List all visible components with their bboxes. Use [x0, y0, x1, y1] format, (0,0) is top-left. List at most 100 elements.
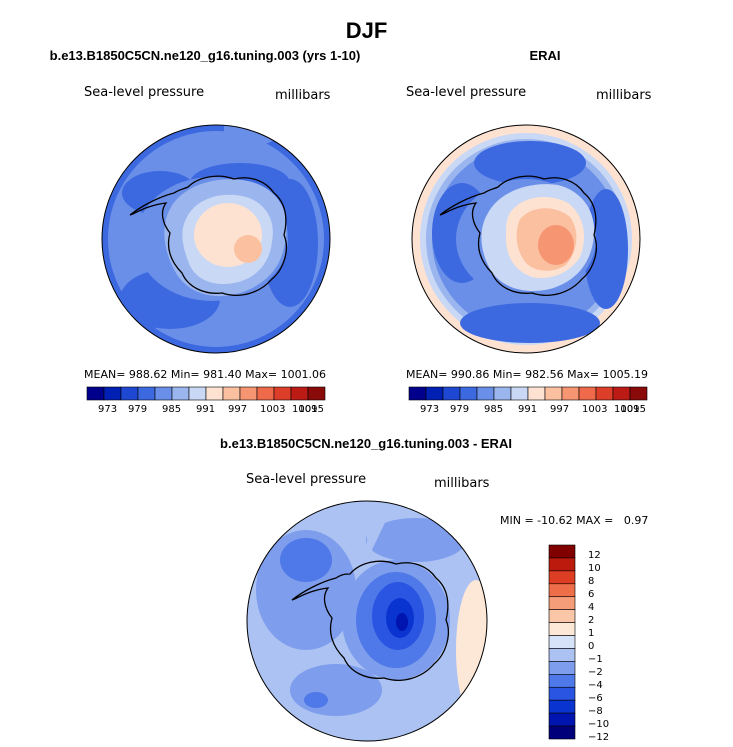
- left-colorbar-tick-5: 1003: [260, 404, 285, 414]
- diff-colorbar-tick-13: −10: [588, 719, 610, 730]
- right-colorbar-tick-5: 1003: [582, 404, 607, 414]
- diff-variable-label: Sea-level pressure: [246, 472, 367, 487]
- diff-units-label: millibars: [434, 476, 490, 491]
- left-colorbar-swatch-2: [120, 386, 139, 401]
- diff-map-zone-d: [280, 538, 332, 582]
- right-map-high: [538, 225, 574, 265]
- right-panel-heading: ERAI: [529, 48, 561, 63]
- right-stats: MEAN= 990.86 Min= 982.56 Max= 1005.19: [406, 368, 649, 381]
- left-colorbar-tick-6: 1009: [292, 404, 317, 414]
- diff-colorbar-tick-12: −8: [588, 706, 603, 717]
- right-colorbar-tick-3: 991: [518, 404, 537, 414]
- right-colorbar-swatch-4: [476, 386, 495, 401]
- left-map-high-core: [234, 235, 262, 263]
- left-panel-heading: b.e13.B1850C5CN.ne120_g16.tuning.003 (yr…: [49, 48, 361, 63]
- left-colorbar-swatch-13: [307, 386, 326, 401]
- left-map-antarctica-outline: [129, 175, 287, 296]
- diff-colorbar-tick-5: 2: [588, 615, 595, 626]
- right-colorbar-swatch-3: [459, 386, 478, 401]
- right-variable-label: Sea-level pressure: [406, 85, 527, 100]
- diff-map-zone-c: [290, 664, 382, 716]
- diff-colorbar-swatch-8: [548, 648, 576, 662]
- right-map-antarctica-outline: [439, 175, 597, 296]
- diff-map-zone-b: [366, 518, 466, 562]
- right-colorbar-swatch-7: [527, 386, 546, 401]
- diff-colorbar-tick-6: 1: [588, 628, 595, 639]
- left-colorbar-swatch-11: [273, 386, 292, 401]
- right-colorbar-swatch-1: [425, 386, 444, 401]
- diff-colorbar-tick-1: 10: [588, 563, 601, 574]
- diff-colorbar-swatch-10: [548, 674, 576, 688]
- right-map-border: [411, 124, 641, 354]
- left-colorbar-swatch-10: [256, 386, 275, 401]
- left-colorbar-swatch-1: [103, 386, 122, 401]
- right-polar-map: [411, 124, 641, 354]
- left-colorbar-tick-1: 979: [128, 404, 147, 414]
- right-colorbar-swatch-6: [510, 386, 529, 401]
- diff-colorbar-swatch-4: [548, 596, 576, 610]
- left-polar-map: [101, 124, 331, 354]
- left-colorbar-tick-3: 991: [196, 404, 215, 414]
- right-colorbar-swatch-2: [442, 386, 461, 401]
- left-colorbar-swatch-5: [171, 386, 190, 401]
- diff-map-seam: [367, 501, 396, 560]
- right-map-low-3: [460, 303, 600, 343]
- diff-colorbar-tick-9: −2: [588, 667, 603, 678]
- diff-colorbar-tick-10: −4: [588, 680, 603, 691]
- right-colorbar-swatch-13: [629, 386, 648, 401]
- left-units-label: millibars: [275, 88, 331, 103]
- diff-colorbar-swatch-12: [548, 699, 576, 714]
- diff-map-zone-e: [304, 692, 328, 708]
- left-colorbar: 973 979 985 991 997 1003 1009 1015: [86, 386, 326, 414]
- right-colorbar-swatch-12: [612, 386, 631, 401]
- right-colorbar-swatch-5: [493, 386, 512, 401]
- right-colorbar-swatch-11: [595, 386, 614, 401]
- diff-colorbar-tick-3: 6: [588, 589, 595, 600]
- diff-map-border: [246, 500, 488, 742]
- left-colorbar-tick-0: 973: [98, 404, 117, 414]
- diff-colorbar-labels: 12 10 8 6 4 2 1 0 −1 −2 −4 −6 −8 −10 −12: [588, 544, 628, 744]
- diff-colorbar-swatch-0: [548, 544, 576, 559]
- right-colorbar-tick-7: 1015: [621, 404, 646, 414]
- diff-colorbar-tick-8: −1: [588, 654, 603, 665]
- diff-colorbar-tick-14: −12: [588, 732, 610, 743]
- right-colorbar-swatch-10: [578, 386, 597, 401]
- diff-colorbar-swatch-14: [548, 725, 576, 740]
- left-colorbar-tick-4: 997: [228, 404, 247, 414]
- diff-colorbar-swatch-1: [548, 557, 576, 572]
- diff-colorbar-tick-4: 4: [588, 602, 595, 613]
- diff-colorbar-swatch-5: [548, 609, 576, 623]
- left-colorbar-swatch-12: [290, 386, 309, 401]
- diff-colorbar-swatch-3: [548, 583, 576, 598]
- right-colorbar-swatch-0: [408, 386, 427, 401]
- left-variable-label: Sea-level pressure: [84, 85, 205, 100]
- right-colorbar: 973 979 985 991 997 1003 1009 1015: [408, 386, 648, 414]
- left-stats: MEAN= 988.62 Min= 981.40 Max= 1001.06: [84, 368, 327, 381]
- left-colorbar-swatch-0: [86, 386, 105, 401]
- left-colorbar-swatch-3: [137, 386, 156, 401]
- right-colorbar-tick-4: 997: [550, 404, 569, 414]
- diff-panel-heading: b.e13.B1850C5CN.ne120_g16.tuning.003 - E…: [220, 436, 512, 451]
- diff-map-min: [396, 613, 408, 631]
- right-colorbar-swatch-8: [544, 386, 563, 401]
- left-colorbar-tick-2: 985: [162, 404, 181, 414]
- diff-colorbar-tick-7: 0: [588, 641, 595, 652]
- right-map-low-4: [584, 189, 628, 309]
- diff-map-antarctica-outline: [291, 560, 449, 681]
- diff-colorbar-tick-2: 8: [588, 576, 595, 587]
- diff-colorbar-swatch-7: [548, 635, 576, 649]
- left-colorbar-swatch-4: [154, 386, 173, 401]
- diff-polar-map: [246, 500, 488, 742]
- left-colorbar-swatch-9: [239, 386, 258, 401]
- left-colorbar-swatch-7: [205, 386, 224, 401]
- diff-stats: MIN = -10.62 MAX = 0.97: [500, 514, 649, 527]
- left-colorbar-tick-7: 1015: [299, 404, 324, 414]
- page-title: DJF: [345, 18, 388, 43]
- left-map-border: [101, 124, 331, 354]
- diff-colorbar-swatch-6: [548, 622, 576, 636]
- diff-colorbar: [548, 544, 576, 740]
- right-colorbar-tick-0: 973: [420, 404, 439, 414]
- right-units-label: millibars: [596, 88, 652, 103]
- diff-colorbar-swatch-9: [548, 661, 576, 675]
- diff-colorbar-tick-0: 12: [588, 550, 601, 561]
